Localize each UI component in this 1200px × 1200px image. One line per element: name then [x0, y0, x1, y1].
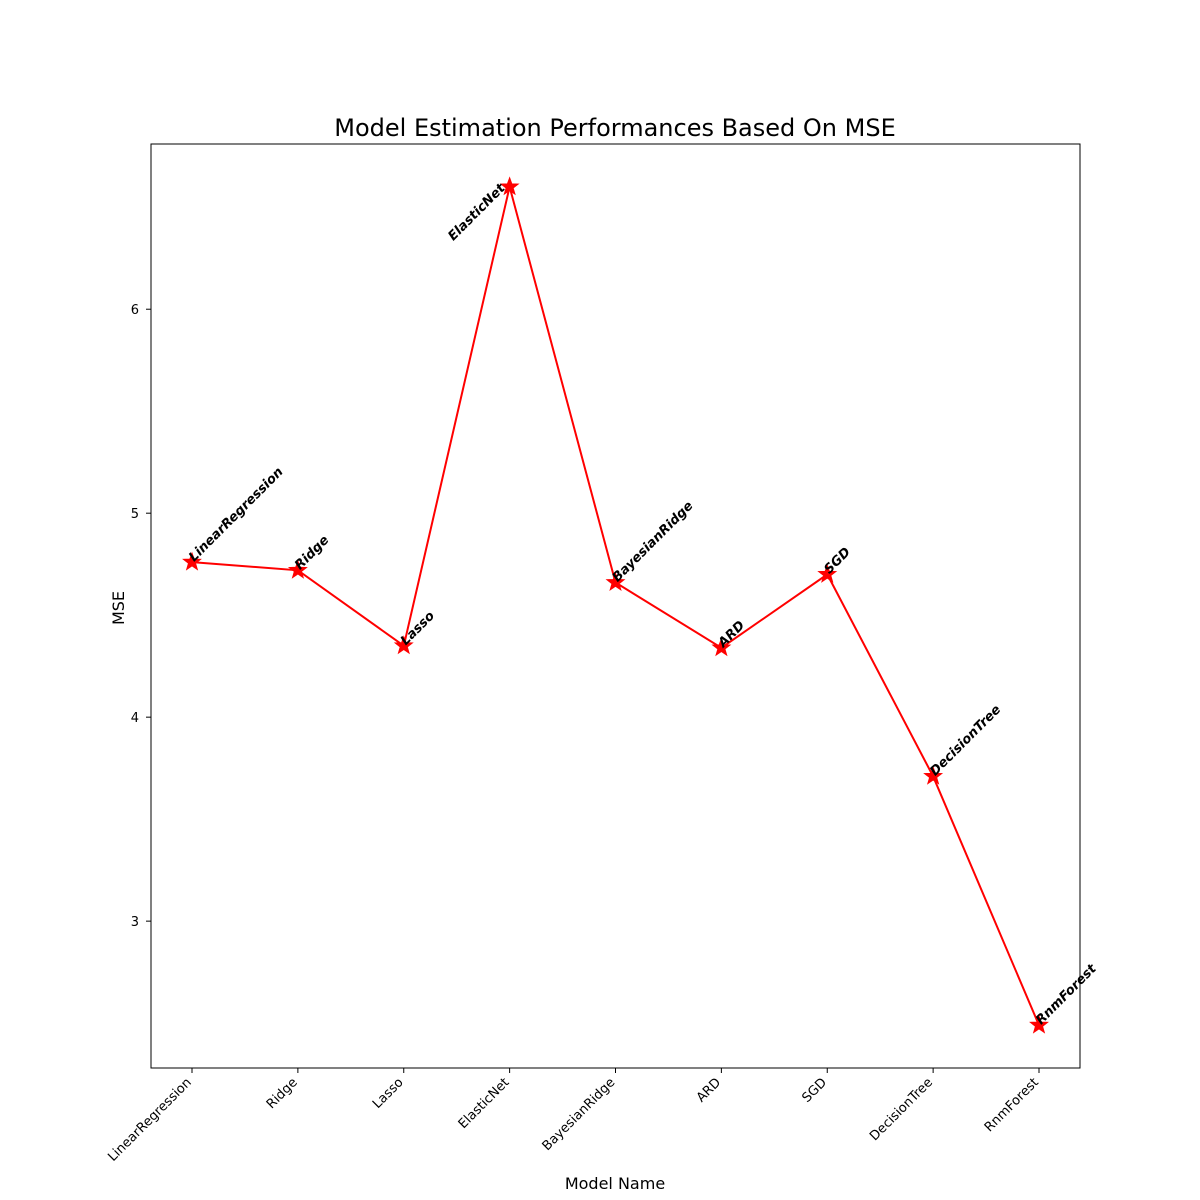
x-tick-label: LinearRegression: [105, 1075, 194, 1164]
data-point-label: RnmForest: [1033, 961, 1100, 1028]
data-point-label: BayesianRidge: [610, 498, 697, 585]
data-point-marker: [182, 551, 202, 571]
data-point-label: DecisionTree: [927, 702, 1004, 779]
data-point-label: SGD: [821, 545, 854, 578]
mse-markers: [182, 176, 1049, 1034]
y-tick-label: 3: [131, 915, 139, 930]
mse-series-line: [191, 186, 1040, 1026]
x-tick-label: RnmForest: [982, 1075, 1042, 1135]
data-point-marker: [393, 635, 414, 655]
data-point-label: Ridge: [292, 533, 332, 573]
data-point-marker: [711, 637, 732, 657]
data-point-marker: [605, 572, 626, 592]
x-tick-label: ARD: [694, 1075, 724, 1105]
x-tick-label: BayesianRidge: [540, 1075, 619, 1154]
data-point-label: Lasso: [398, 609, 438, 649]
chart-title: Model Estimation Performances Based On M…: [334, 114, 895, 142]
data-point-label: LinearRegression: [186, 465, 286, 565]
data-point-marker: [287, 559, 308, 579]
x-tick-label: DecisionTree: [867, 1075, 936, 1144]
x-axis-label: Model Name: [565, 1174, 665, 1193]
data-point-marker: [1029, 1014, 1049, 1034]
x-tick-label: Ridge: [264, 1075, 301, 1112]
x-tick-label: Lasso: [370, 1075, 407, 1112]
y-axis: 3 4 5 6: [131, 303, 151, 930]
y-tick-label: 6: [131, 303, 139, 318]
plot-area-frame: [150, 143, 1081, 1069]
x-axis: LinearRegression Ridge Lasso ElasticNet Baye…: [105, 1068, 1042, 1165]
x-tick-label: SGD: [799, 1075, 830, 1106]
y-tick-label: 5: [131, 507, 139, 522]
data-point-marker: [499, 176, 520, 196]
y-tick-label: 4: [131, 711, 139, 726]
data-point-marker: [923, 765, 944, 785]
point-labels: LinearRegression RidgeLassoElasticNetBaye…: [186, 181, 1100, 1028]
x-tick-label: ElasticNet: [456, 1075, 513, 1132]
data-point-marker: [817, 563, 838, 583]
y-axis-label: MSE: [109, 591, 128, 625]
